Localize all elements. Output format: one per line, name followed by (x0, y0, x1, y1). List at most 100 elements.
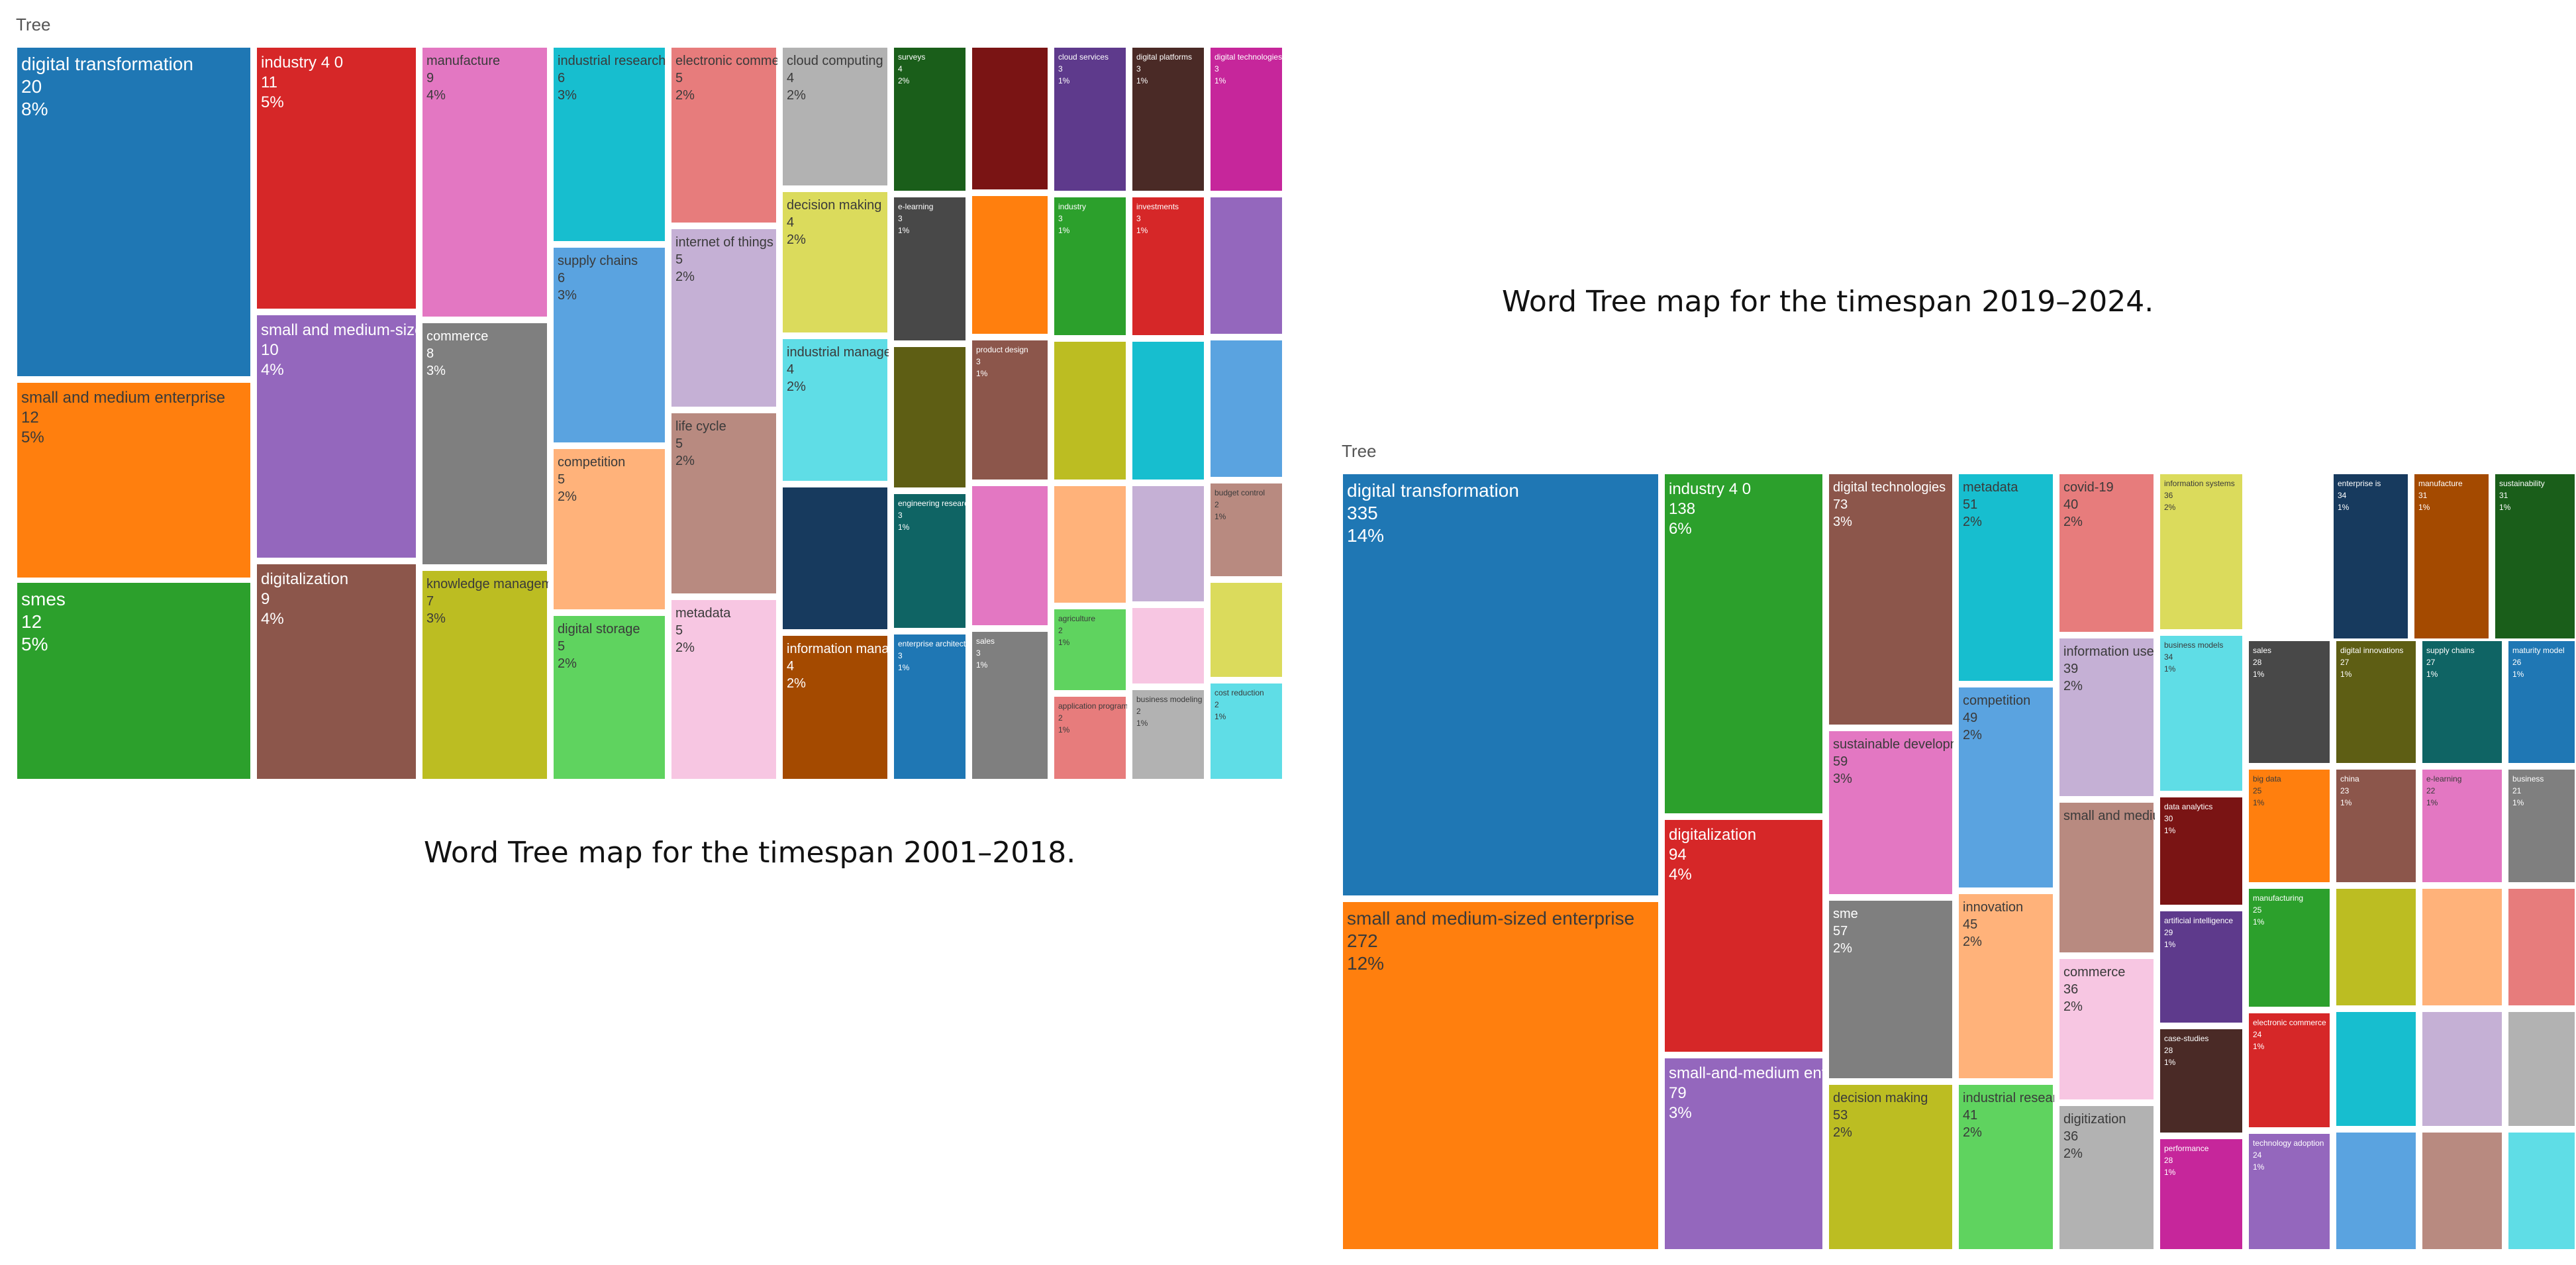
treemap-rect (2420, 767, 2504, 885)
cell-percent: 6% (1669, 520, 1692, 538)
cell-value: 94 (1669, 846, 1687, 864)
treemap-cell-cell-40 (1130, 339, 1207, 482)
treemap-rect (2157, 909, 2245, 1025)
left-treemap-label: Tree (16, 15, 51, 34)
cell-percent: 1% (1058, 638, 1070, 647)
treemap-cell-covid-19: covid-19 40 2% (2057, 472, 2156, 634)
cell-value: 36 (2063, 1129, 2078, 1144)
cell-percent: 1% (898, 523, 910, 532)
treemap-cell-budget-control: budget control 2 1% (1208, 481, 1285, 579)
cell-percent: 2% (558, 656, 577, 671)
cell-label: big data (2253, 774, 2281, 784)
right-caption: Word Tree map for the timespan 2019–2024… (1502, 285, 2154, 319)
cell-percent: 2% (1963, 935, 1982, 949)
cell-value: 2 (1136, 707, 1141, 716)
treemap-rect (1130, 195, 1207, 338)
treemap-cell-sme: sme 57 2% (1826, 898, 1955, 1081)
cell-label: investments (1136, 202, 1179, 211)
cell-label: business modeling (1136, 695, 1202, 704)
treemap-cell-cell-30 (969, 483, 1050, 628)
cell-value: 138 (1669, 500, 1695, 518)
cell-label: digitalization (261, 570, 348, 588)
cell-label: information management (787, 642, 934, 656)
treemap-cell-cost-reduction: cost reduction 2 1% (1208, 681, 1285, 782)
treemap-rect (969, 629, 1050, 782)
treemap-rect (15, 45, 253, 379)
treemap-rect (2506, 767, 2576, 885)
cell-percent: 3% (1669, 1104, 1692, 1122)
treemap-cell-cell-49 (2506, 1130, 2576, 1252)
cell-value: 3 (1058, 214, 1063, 223)
cell-percent: 2% (787, 380, 806, 394)
treemap-rect (1662, 817, 1825, 1054)
treemap-rect (2506, 886, 2576, 1008)
treemap-rect (669, 597, 779, 782)
treemap-rect (2246, 1131, 2332, 1252)
cell-percent: 1% (2499, 503, 2511, 512)
treemap-rect (2157, 633, 2245, 793)
cell-label: china (2340, 774, 2359, 784)
treemap-rect (1956, 472, 2056, 683)
treemap-cell-case-studies: case-studies 28 1% (2157, 1027, 2245, 1135)
cell-label: internet of things (675, 235, 773, 250)
treemap-cell-small-and-medium-enterprise: small-and-medium enterprise 79 3% (1662, 1056, 1825, 1252)
cell-value: 3 (976, 357, 981, 366)
cell-percent: 2% (1963, 515, 1982, 529)
treemap-rect (2057, 636, 2156, 799)
treemap-rect (2157, 795, 2245, 907)
cell-value: 3 (898, 214, 903, 223)
treemap-cell-business: business 21 1% (2506, 767, 2576, 885)
right-treemap-label: Tree (1342, 441, 1377, 461)
left-caption: Word Tree map for the timespan 2001–2018… (424, 836, 1076, 870)
treemap-cell-cell-42 (1130, 605, 1207, 686)
cell-value: 25 (2253, 905, 2262, 915)
treemap-cell-performance: performance 28 1% (2157, 1137, 2245, 1252)
treemap-cell-digitization: digitization 36 2% (2057, 1103, 2156, 1252)
cell-percent: 4% (1669, 866, 1692, 884)
treemap-cell-cloud-computing: cloud computing 4 2% (780, 45, 890, 188)
treemap-rect (2506, 1130, 2576, 1252)
treemap-rect (780, 189, 890, 335)
cell-value: 4 (898, 64, 903, 74)
treemap-cell-digitalization: digitalization 9 4% (254, 562, 419, 782)
treemap-cell-product-design: product design 3 1% (969, 338, 1050, 482)
treemap-rect (780, 633, 890, 782)
cell-value: 3 (1136, 64, 1141, 74)
treemap-rect (1052, 339, 1128, 482)
treemap-cell-supply-chains: supply chains 6 3% (551, 245, 668, 445)
treemap-cell-big-data: big data 25 1% (2246, 767, 2332, 885)
treemap-rect (15, 380, 253, 580)
cell-value: 30 (2164, 814, 2173, 823)
cell-label: data analytics (2164, 802, 2212, 811)
cell-value: 4 (787, 71, 794, 85)
cell-percent: 1% (1136, 719, 1148, 728)
cell-label: sustainable development (1833, 737, 1980, 752)
treemap-cell-competition: competition 49 2% (1956, 685, 2056, 890)
treemap-cell-metadata: metadata 51 2% (1956, 472, 2056, 683)
cell-percent: 1% (2253, 798, 2265, 807)
cell-label: life cycle (675, 419, 726, 434)
cell-label: competition (1963, 693, 2030, 708)
treemap-rect (2506, 1009, 2576, 1129)
treemap-cell-cell-45 (2506, 1009, 2576, 1129)
cell-label: supply chains (2426, 646, 2475, 655)
cell-value: 25 (2253, 786, 2262, 795)
treemap-rect (254, 45, 419, 311)
cell-value: 272 (1347, 931, 1378, 951)
treemap-cell-supply-chains: supply chains 27 1% (2420, 638, 2504, 766)
cell-value: 3 (1214, 64, 1219, 74)
cell-value: 5 (558, 472, 565, 487)
treemap-cell-electronic-commerce: electronic commerce 5 2% (669, 45, 779, 225)
cell-percent: 3% (1833, 772, 1852, 786)
cell-percent: 1% (2164, 664, 2176, 674)
cell-value: 2 (1058, 713, 1063, 723)
treemap-cell-digitalization: digitalization 94 4% (1662, 817, 1825, 1054)
cell-percent: 1% (2340, 798, 2352, 807)
treemap-rect (2334, 1130, 2418, 1252)
cell-value: 34 (2338, 491, 2347, 500)
cell-label: case-studies (2164, 1034, 2208, 1043)
cell-label: industrial research (558, 54, 666, 68)
cell-percent: 2% (558, 489, 577, 504)
cell-label: artificial intelligence (2164, 916, 2233, 925)
treemap-rect (2246, 886, 2332, 1009)
